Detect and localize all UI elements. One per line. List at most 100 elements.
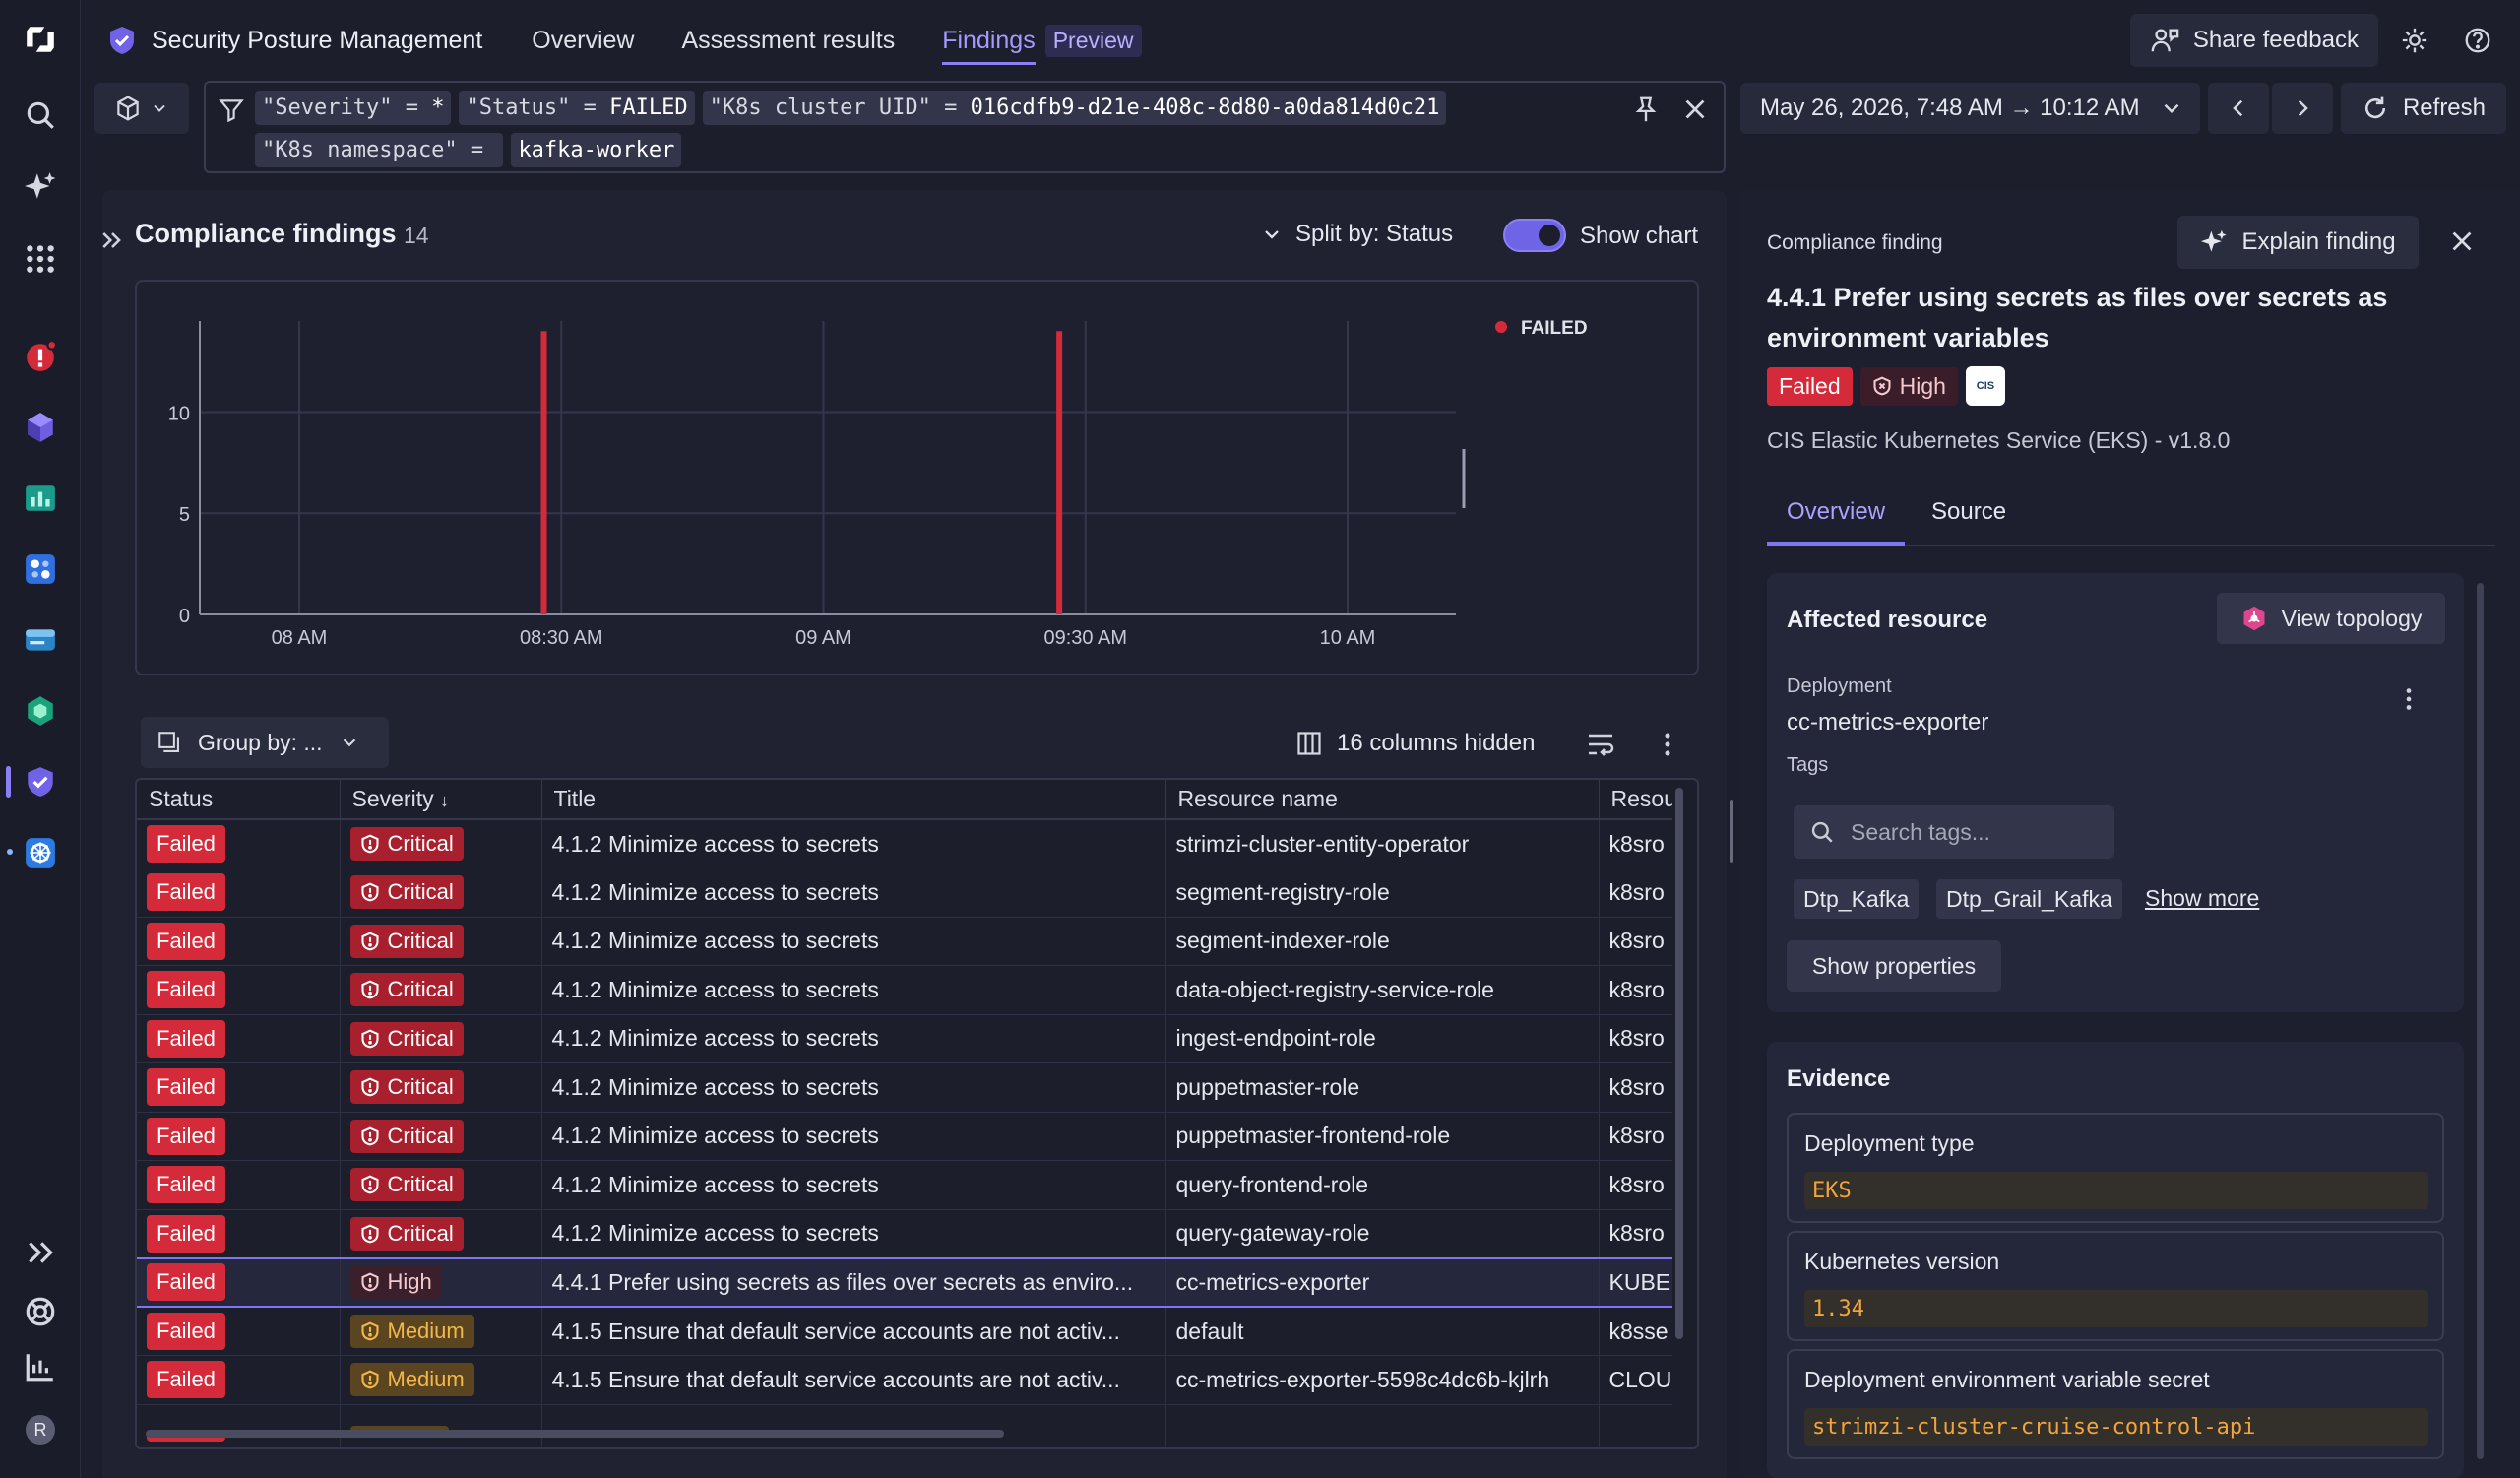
dashboards-chart-icon[interactable] (21, 479, 60, 518)
table-horizontal-scrollbar[interactable] (146, 1430, 1004, 1438)
finding-title: 4.4.1 Prefer using secrets as files over… (1767, 283, 2388, 353)
evidence-item: Deployment environment variable secret st… (1787, 1349, 2444, 1459)
column-header-status[interactable]: Status (137, 780, 341, 820)
tag-chip[interactable]: Dtp_Kafka (1794, 879, 1920, 919)
evidence-item: Kubernetes version 1.34 (1787, 1231, 2444, 1341)
kubernetes-wheel-icon[interactable] (21, 833, 60, 872)
preview-tag: Preview (1044, 24, 1142, 57)
share-feedback-button[interactable]: Share feedback (2129, 14, 2378, 67)
cell-resource-name: default (1166, 1307, 1600, 1356)
evidence-value[interactable]: strimzi-cluster-cruise-control-api (1804, 1408, 2428, 1446)
clear-filter-close-icon[interactable] (1680, 95, 1710, 124)
table-row[interactable]: Failed Medium 4.1.5 Ensure that default se… (137, 1355, 1672, 1405)
analytics-icon[interactable] (21, 1347, 60, 1386)
timeframe-next-button[interactable] (2272, 83, 2333, 134)
show-more-tags-link[interactable]: Show more (2145, 885, 2260, 911)
help-lifebuoy-icon[interactable] (21, 1292, 60, 1331)
table-row[interactable]: Failed Critical 4.1.2 Minimize access to s… (137, 868, 1672, 918)
evidence-value[interactable]: 1.34 (1804, 1290, 2428, 1327)
sparkle-icon[interactable] (21, 167, 60, 207)
table-row[interactable]: Failed Critical 4.1.2 Minimize access to s… (137, 965, 1672, 1015)
table-row[interactable]: Failed Critical 4.1.2 Minimize access to s… (137, 1112, 1672, 1161)
close-detail-icon[interactable] (2447, 226, 2477, 256)
status-badge: Failed (147, 1214, 225, 1253)
help-question-icon[interactable] (2451, 14, 2504, 67)
legend-marker-failed (1495, 321, 1507, 333)
kubernetes-hex-icon[interactable] (21, 691, 60, 731)
problems-alert-icon[interactable] (21, 337, 60, 376)
tab-source[interactable]: Source (1931, 498, 2007, 525)
apps-grid-icon[interactable] (21, 239, 60, 279)
x-tick-label: 09 AM (795, 627, 851, 649)
table-row[interactable] (137, 1404, 1672, 1447)
show-properties-button[interactable]: Show properties (1787, 940, 2001, 992)
app-title[interactable]: Security Posture Management (106, 25, 482, 56)
database-icon[interactable] (21, 620, 60, 660)
table-row[interactable]: Failed Critical 4.1.2 Minimize access to s… (137, 1014, 1672, 1063)
filter-token[interactable]: "K8s cluster UID" = 016cdfb9-d21e-408c-8… (702, 91, 1447, 125)
table-row[interactable]: Failed Critical 4.1.2 Minimize access to s… (137, 917, 1672, 966)
filter-token[interactable]: "K8s namespace" = (255, 133, 504, 167)
evidence-value[interactable]: EKS (1804, 1172, 2428, 1209)
table-row[interactable]: Failed Critical 4.1.2 Minimize access to s… (137, 1209, 1672, 1258)
top-bar: Security Posture Management Overview Ass… (81, 0, 2520, 81)
table-row[interactable]: Failed Critical 4.1.2 Minimize access to s… (137, 819, 1672, 868)
nav-overview[interactable]: Overview (532, 26, 635, 54)
column-header-severity[interactable]: Severity ↓ (340, 780, 542, 820)
filter-bar[interactable]: "Severity" = * "Status" = FAILED "K8s clus… (204, 81, 1726, 173)
table-more-kebab-icon[interactable] (1652, 729, 1683, 760)
nav-findings[interactable]: Findings (942, 26, 1036, 65)
cell-resource-type: k8sro (1599, 1160, 1672, 1210)
dynatrace-logo-icon[interactable] (21, 20, 60, 59)
split-by-selector[interactable]: Split by: Status (1260, 221, 1453, 248)
cell-resource-type: k8sro (1599, 1062, 1672, 1113)
severity-label: Critical (387, 1123, 454, 1148)
filter-funnel-icon (219, 99, 244, 123)
timeframe-selector[interactable]: May 26, 2026, 7:48 AM → 10:12 AM (1740, 83, 2200, 134)
filter-token[interactable]: "Severity" = * (255, 91, 452, 125)
status-badge: Failed (147, 922, 225, 960)
segment-selector-button[interactable] (94, 83, 189, 134)
resource-more-kebab-icon[interactable] (2394, 683, 2424, 715)
table-row-selected[interactable]: Failed High 4.4.1 Prefer using secrets as … (137, 1256, 1672, 1308)
view-topology-button[interactable]: View topology (2217, 593, 2445, 644)
column-header-resource-name[interactable]: Resource name (1166, 780, 1600, 820)
refresh-button[interactable]: Refresh (2341, 83, 2506, 134)
column-header-resource-type[interactable]: Resou (1599, 780, 1672, 820)
column-header-title[interactable]: Title (541, 780, 1166, 820)
settings-gear-icon[interactable] (2388, 14, 2441, 67)
timeframe-previous-button[interactable] (2208, 83, 2269, 134)
filter-token[interactable]: "Status" = FAILED (459, 91, 695, 125)
columns-hidden-button[interactable]: 16 columns hidden (1295, 730, 1535, 757)
table-body: Failed Critical 4.1.2 Minimize access to s… (137, 819, 1672, 1447)
group-by-selector[interactable]: Group by: ... (141, 717, 389, 768)
show-chart-toggle[interactable] (1503, 219, 1566, 252)
filter-token[interactable]: kafka-worker (511, 133, 682, 167)
infrastructure-cube-icon[interactable] (21, 408, 60, 447)
resource-type-label: Deployment (1787, 675, 1892, 697)
cell-resource-type: KUBE (1599, 1256, 1672, 1308)
table-vertical-scrollbar[interactable] (1675, 788, 1683, 1339)
table-row[interactable]: Failed Medium 4.1.5 Ensure that default se… (137, 1307, 1672, 1356)
search-tags-input[interactable]: Search tags... (1794, 805, 2114, 859)
filter-token-operator: = (457, 138, 497, 162)
detail-scrollbar[interactable] (2477, 583, 2484, 1459)
table-row[interactable]: Failed Critical 4.1.2 Minimize access to s… (137, 1062, 1672, 1113)
tag-chip[interactable]: Dtp_Grail_Kafka (1936, 879, 2122, 919)
x-tick-label: 10 AM (1320, 627, 1376, 649)
evidence-key: Deployment type (1804, 1130, 1975, 1156)
workflows-icon[interactable] (21, 549, 60, 589)
expand-panel-icon[interactable] (98, 226, 126, 254)
nav-assessment-results[interactable]: Assessment results (681, 26, 896, 54)
table-row[interactable]: Failed Critical 4.1.2 Minimize access to s… (137, 1160, 1672, 1210)
tab-overview[interactable]: Overview (1787, 498, 1886, 525)
line-wrap-icon[interactable] (1585, 729, 1616, 760)
user-avatar[interactable]: R (21, 1410, 60, 1449)
columns-hidden-label: 16 columns hidden (1337, 730, 1536, 756)
panel-resize-handle[interactable] (1730, 800, 1733, 863)
explain-finding-button[interactable]: Explain finding (2177, 216, 2419, 269)
pin-icon[interactable] (1631, 95, 1661, 124)
expand-rail-icon[interactable] (21, 1233, 60, 1272)
search-icon[interactable] (21, 96, 60, 135)
security-shield-icon[interactable] (21, 762, 60, 802)
